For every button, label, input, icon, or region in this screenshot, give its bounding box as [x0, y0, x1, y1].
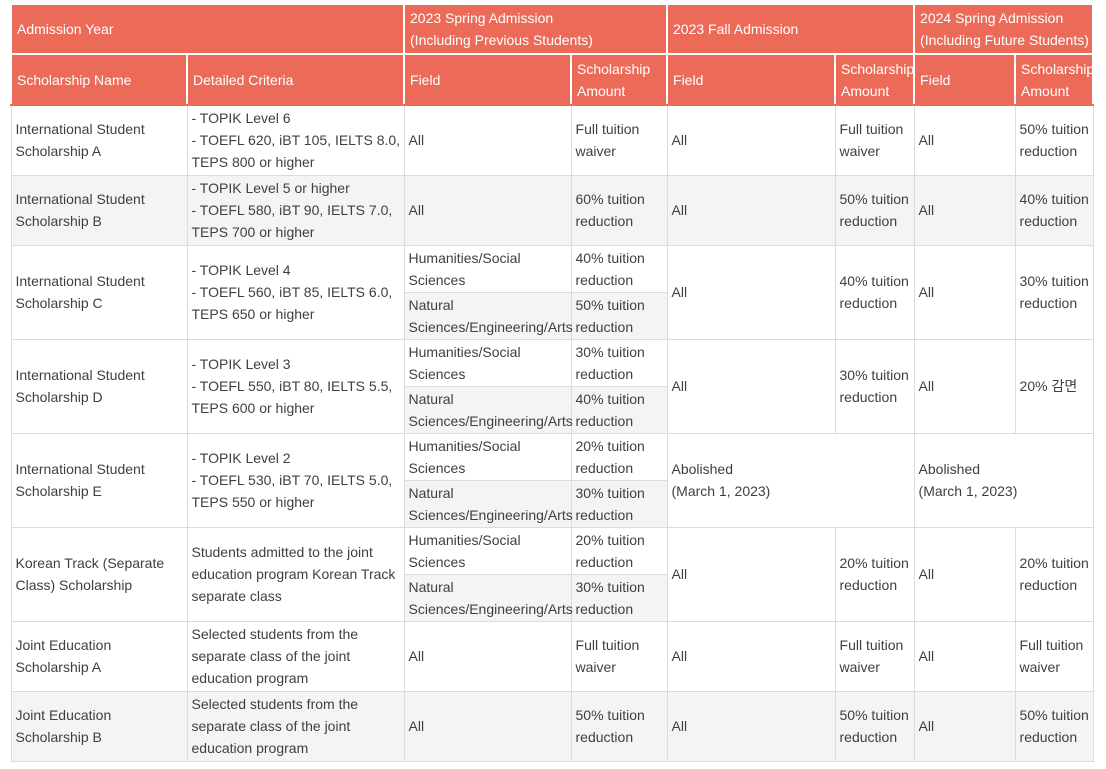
cell-2024-amount: 20% 감면	[1014, 338, 1094, 434]
table-row-scholarship-d-natural: Natural Sciences/Engineering/Arts 40% tu…	[11, 385, 1093, 434]
cell-spring-amount-humanities: 20% tuition reduction	[570, 432, 668, 481]
cell-fall-field: All	[666, 690, 836, 762]
header-spring-amount: Scholarship Amount	[570, 53, 669, 106]
cell-spring-field-natural: Natural Sciences/Engineering/Arts	[403, 291, 573, 340]
cell-spring-field-humanities: Humanities/Social Sciences	[403, 432, 572, 481]
header-fall-field: Field	[666, 53, 837, 106]
header-2023-fall-admission: 2023 Fall Admission	[666, 3, 916, 55]
table-row-korean-track: Korean Track (Separate Class) Scholarshi…	[10, 526, 1094, 622]
cell-spring-amount: 60% tuition reduction	[570, 174, 668, 246]
cell-2024-field: All	[913, 338, 1016, 434]
table-row-scholarship-e: International Student Scholarship E - TO…	[10, 432, 1094, 528]
cell-scholarship-name: Joint Education Scholarship A	[10, 620, 188, 692]
cell-spring-field-humanities: Humanities/Social Sciences	[403, 244, 572, 293]
cell-fall-amount: 40% tuition reduction	[834, 244, 915, 340]
table-body: International Student Scholarship A - TO…	[10, 104, 1094, 762]
cell-spring-amount-humanities: 40% tuition reduction	[570, 244, 668, 293]
header-row-columns: Scholarship Name Detailed Criteria Field…	[10, 53, 1095, 106]
cell-detailed-criteria: Students admitted to the joint education…	[186, 526, 405, 622]
table-row-joint-education-a: Joint Education Scholarship A Selected s…	[10, 620, 1094, 692]
cell-scholarship-name: Joint Education Scholarship B	[10, 690, 188, 762]
cell-2024-amount: 20% tuition reduction	[1014, 526, 1094, 622]
header-row-admission-year: Admission Year 2023 Spring Admission (In…	[9, 3, 1095, 55]
cell-fall-field: All	[666, 620, 836, 692]
table-row-scholarship-c-natural: Natural Sciences/Engineering/Arts 50% tu…	[11, 291, 1093, 340]
header-admission-year: Admission Year	[9, 3, 406, 55]
cell-fall-amount: 50% tuition reduction	[834, 174, 915, 246]
table-row-scholarship-d: International Student Scholarship D - TO…	[10, 338, 1094, 434]
cell-spring-amount-natural: 30% tuition reduction	[570, 479, 668, 528]
cell-spring-field: All	[403, 690, 572, 762]
cell-scholarship-name: International Student Scholarship A	[10, 104, 188, 176]
cell-detailed-criteria: Selected students from the separate clas…	[186, 690, 405, 762]
cell-spring-field-natural: Natural Sciences/Engineering/Arts	[403, 573, 573, 622]
table-header: Admission Year 2023 Spring Admission (In…	[9, 3, 1095, 106]
header-fall-amount: Scholarship Amount	[834, 53, 916, 106]
cell-spring-amount-natural: 50% tuition reduction	[570, 291, 668, 340]
cell-2024-field: All	[913, 620, 1016, 692]
cell-scholarship-name: International Student Scholarship C	[10, 244, 188, 340]
cell-detailed-criteria: Selected students from the separate clas…	[186, 620, 405, 692]
cell-spring-amount-natural: 40% tuition reduction	[570, 385, 668, 434]
cell-2024-amount: 50% tuition reduction	[1014, 690, 1094, 762]
cell-scholarship-name: International Student Scholarship B	[10, 174, 188, 246]
cell-spring-amount-natural: 30% tuition reduction	[570, 573, 668, 622]
cell-fall-field: All	[666, 174, 836, 246]
cell-fall-field: All	[666, 338, 836, 434]
cell-detailed-criteria: - TOPIK Level 3 - TOEFL 550, iBT 80, IEL…	[186, 338, 405, 434]
cell-fall-amount: 20% tuition reduction	[834, 526, 915, 622]
header-2024-amount: Scholarship Amount	[1014, 53, 1095, 106]
cell-detailed-criteria: - TOPIK Level 4 - TOEFL 560, iBT 85, IEL…	[186, 244, 405, 340]
cell-fall-field: All	[666, 104, 836, 176]
cell-fall-field: All	[666, 244, 836, 340]
table-row-scholarship-b: International Student Scholarship B - TO…	[10, 174, 1094, 246]
cell-scholarship-name: International Student Scholarship D	[10, 338, 188, 434]
header-spring-field: Field	[403, 53, 573, 106]
cell-2024-abolished: Abolished (March 1, 2023)	[913, 432, 1094, 528]
cell-2024-amount: 50% tuition reduction	[1014, 104, 1094, 176]
cell-scholarship-name: Korean Track (Separate Class) Scholarshi…	[10, 526, 188, 622]
cell-2024-amount: Full tuition waiver	[1014, 620, 1094, 692]
header-2024-spring-admission: 2024 Spring Admission (Including Future …	[913, 3, 1095, 55]
cell-fall-amount: 30% tuition reduction	[834, 338, 915, 434]
cell-spring-field-natural: Natural Sciences/Engineering/Arts	[403, 479, 573, 528]
cell-scholarship-name: International Student Scholarship E	[10, 432, 188, 528]
cell-spring-field: All	[403, 104, 572, 176]
cell-spring-field-natural: Natural Sciences/Engineering/Arts	[403, 385, 573, 434]
cell-spring-field-humanities: Humanities/Social Sciences	[403, 338, 572, 387]
cell-spring-amount: 50% tuition reduction	[570, 690, 668, 762]
cell-2024-amount: 30% tuition reduction	[1014, 244, 1094, 340]
cell-detailed-criteria: - TOPIK Level 5 or higher - TOEFL 580, i…	[186, 174, 405, 246]
header-scholarship-name: Scholarship Name	[10, 53, 188, 106]
table-row-joint-education-b: Joint Education Scholarship B Selected s…	[10, 690, 1094, 762]
cell-2024-field: All	[913, 690, 1016, 762]
header-detailed-criteria: Detailed Criteria	[185, 53, 406, 106]
cell-2024-field: All	[913, 174, 1016, 246]
cell-2024-field: All	[913, 244, 1016, 340]
table-row-scholarship-e-natural: Natural Sciences/Engineering/Arts 30% tu…	[11, 479, 1093, 528]
cell-spring-amount: Full tuition waiver	[570, 620, 668, 692]
cell-fall-amount: Full tuition waiver	[834, 620, 915, 692]
cell-detailed-criteria: - TOPIK Level 6 - TOEFL 620, iBT 105, IE…	[186, 104, 405, 176]
table-row-scholarship-a: International Student Scholarship A - TO…	[10, 104, 1094, 176]
header-2024-field: Field	[913, 53, 1017, 106]
cell-spring-amount-humanities: 30% tuition reduction	[570, 338, 668, 387]
cell-2024-field: All	[913, 526, 1016, 622]
cell-fall-field: All	[666, 526, 836, 622]
cell-spring-amount: Full tuition waiver	[570, 104, 668, 176]
cell-spring-amount-humanities: 20% tuition reduction	[570, 526, 668, 575]
cell-2024-field: All	[913, 104, 1016, 176]
cell-spring-field: All	[403, 174, 572, 246]
cell-fall-amount: Full tuition waiver	[834, 104, 915, 176]
cell-spring-field: All	[403, 620, 572, 692]
scholarship-table: Admission Year 2023 Spring Admission (In…	[9, 3, 1095, 762]
cell-fall-amount: 50% tuition reduction	[834, 690, 915, 762]
table-row-scholarship-c: International Student Scholarship C - TO…	[10, 244, 1094, 340]
cell-2024-amount: 40% tuition reduction	[1014, 174, 1094, 246]
cell-fall-abolished: Abolished (March 1, 2023)	[666, 432, 915, 528]
cell-spring-field-humanities: Humanities/Social Sciences	[403, 526, 572, 575]
cell-detailed-criteria: - TOPIK Level 2 - TOEFL 530, iBT 70, IEL…	[186, 432, 405, 528]
header-2023-spring-admission: 2023 Spring Admission (Including Previou…	[403, 3, 669, 55]
